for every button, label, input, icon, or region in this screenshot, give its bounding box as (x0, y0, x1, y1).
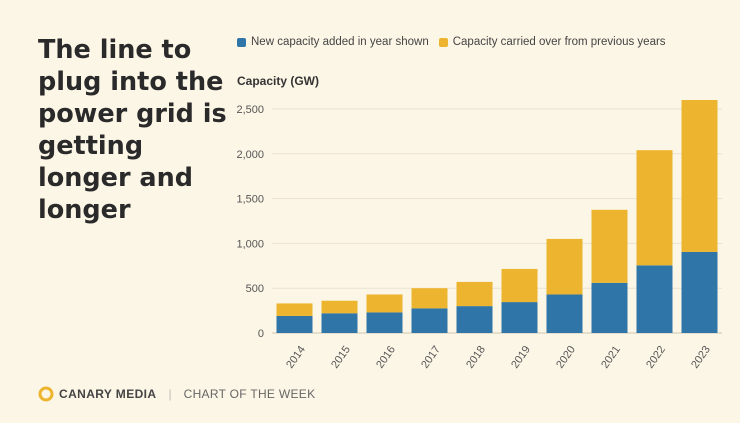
bar-new (591, 282, 628, 333)
legend-item-new: New capacity added in year shown (237, 36, 429, 48)
bar-carried (501, 268, 538, 303)
x-tick-label: 2015 (329, 344, 353, 371)
y-axis-title: Capacity (GW) (237, 74, 320, 88)
bar-new (366, 312, 403, 333)
bar-new (321, 313, 358, 333)
bar-new (636, 265, 673, 333)
x-tick-label: 2017 (419, 344, 443, 371)
legend: New capacity added in year shown Capacit… (237, 36, 666, 48)
brand-name: CANARY MEDIA (59, 387, 157, 401)
x-tick-label: 2023 (689, 344, 713, 371)
x-tick-label: 2019 (509, 344, 533, 371)
y-tick-label: 1,500 (236, 194, 264, 206)
bar-new (276, 315, 313, 333)
bar-carried (636, 150, 673, 266)
y-tick-label: 500 (246, 283, 264, 295)
bar-new (411, 308, 448, 333)
bar-carried (591, 209, 628, 283)
legend-label-carried: Capacity carried over from previous year… (452, 36, 666, 48)
x-tick-label: 2021 (599, 344, 623, 371)
bar-carried (276, 303, 313, 316)
legend-item-carried: Capacity carried over from previous year… (438, 36, 666, 48)
y-tick-label: 1,000 (236, 238, 264, 250)
legend-swatch-new (237, 37, 246, 47)
bar-carried (456, 281, 493, 307)
bar-new (681, 251, 718, 333)
bar-new (546, 294, 583, 333)
bar-carried (546, 238, 583, 295)
bar-new (501, 302, 538, 333)
footer-subtitle: CHART OF THE WEEK (183, 387, 316, 401)
x-tick-label: 2018 (464, 344, 488, 371)
footer: CANARY MEDIA | CHART OF THE WEEK (38, 386, 315, 402)
chart-title: The line to plug into the power grid is … (38, 35, 227, 225)
x-tick-label: 2014 (284, 344, 308, 371)
x-tick-label: 2016 (374, 344, 398, 371)
legend-swatch-carried (438, 37, 448, 47)
bar-carried (411, 288, 448, 309)
y-tick-label: 0 (258, 328, 264, 340)
legend-label-new: New capacity added in year shown (251, 36, 429, 48)
x-tick-label: 2020 (554, 344, 578, 371)
bar-carried (681, 100, 718, 252)
bar-carried (321, 300, 358, 314)
bar-chart: 0 500 1,000 1,500 2,000 2,500 2014 2015 2016 2017… (236, 100, 722, 371)
x-tick-label: 2022 (644, 344, 668, 371)
y-tick-label: 2,000 (236, 149, 264, 161)
footer-separator: | (168, 387, 172, 401)
canary-logo-icon (38, 386, 54, 402)
bar-new (456, 306, 493, 333)
bar-carried (366, 294, 403, 313)
y-tick-label: 2,500 (236, 104, 264, 116)
